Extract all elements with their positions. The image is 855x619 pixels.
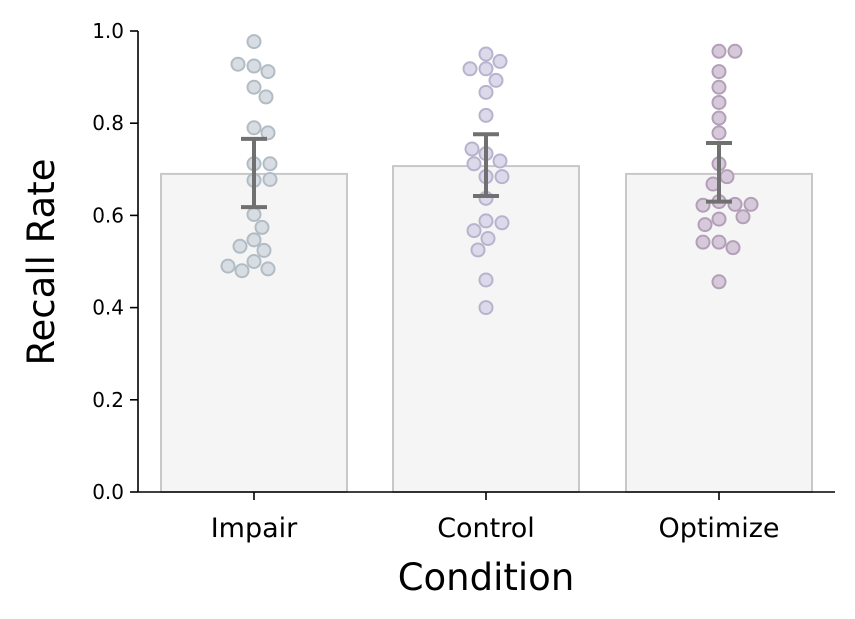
data-point-control-8 (492, 153, 508, 169)
data-point-control-5 (478, 84, 494, 100)
data-point-optimize-19 (695, 234, 711, 250)
data-point-impair-12 (246, 206, 262, 222)
data-point-impair-20 (220, 258, 236, 274)
data-point-optimize-4 (711, 94, 727, 110)
data-point-impair-5 (258, 89, 274, 105)
data-point-optimize-15 (735, 209, 751, 225)
data-point-control-18 (470, 242, 486, 258)
error-bars (241, 132, 732, 210)
error-bar-impair (241, 136, 267, 210)
data-point-optimize-2 (711, 64, 727, 80)
data-point-control-1 (492, 53, 508, 69)
data-point-optimize-0 (711, 43, 727, 59)
x-ticks: Impair Control Optimize (211, 492, 780, 544)
data-point-control-16 (466, 223, 482, 239)
y-tick-label: 0.2 (92, 388, 124, 412)
data-point-impair-2 (260, 64, 276, 80)
data-point-impair-4 (246, 79, 262, 95)
y-tick-label: 0.6 (92, 203, 124, 227)
data-point-impair-7 (260, 125, 276, 141)
data-point-control-0 (478, 46, 494, 62)
data-point-control-19 (478, 272, 494, 288)
data-point-optimize-17 (711, 234, 727, 250)
y-ticks: 0.0 0.2 0.4 0.6 0.8 1.0 (92, 19, 138, 504)
data-point-impair-19 (234, 263, 250, 279)
data-point-impair-17 (246, 254, 262, 269)
data-point-optimize-5 (711, 110, 727, 126)
data-point-impair-15 (256, 242, 272, 258)
x-tick-label-control: Control (437, 513, 535, 544)
data-point-impair-1 (246, 58, 262, 74)
data-point-impair-13 (254, 219, 270, 235)
data-point-impair-11 (262, 171, 278, 187)
data-point-control-3 (462, 61, 478, 77)
x-axis-title: Condition (398, 556, 575, 599)
data-point-optimize-1 (727, 43, 743, 59)
data-point-optimize-3 (711, 79, 727, 95)
data-point-control-2 (478, 61, 494, 77)
data-point-control-4 (488, 72, 504, 88)
y-axis-title: Recall Rate (20, 159, 63, 366)
data-point-control-6 (478, 107, 494, 123)
bar-impair (160, 172, 348, 493)
data-point-optimize-6 (711, 125, 727, 141)
data-point-control-9 (464, 141, 480, 157)
data-points (220, 34, 759, 316)
y-tick-label: 0.4 (92, 296, 124, 320)
data-point-impair-0 (246, 34, 262, 50)
y-tick-label: 0.0 (92, 480, 124, 504)
data-point-optimize-13 (743, 196, 759, 212)
data-point-optimize-18 (725, 240, 741, 256)
data-point-optimize-14 (711, 211, 727, 227)
data-point-control-17 (480, 230, 496, 246)
data-point-impair-18 (260, 261, 276, 277)
data-point-impair-14 (246, 232, 262, 248)
x-tick-label-impair: Impair (211, 513, 298, 544)
data-point-impair-3 (230, 56, 246, 72)
data-point-impair-16 (232, 238, 248, 254)
data-point-impair-6 (246, 120, 262, 136)
y-tick-label: 0.8 (92, 111, 124, 135)
data-point-control-12 (494, 169, 510, 185)
data-point-control-14 (478, 213, 494, 229)
x-tick-label-optimize: Optimize (658, 513, 779, 544)
data-point-control-15 (494, 215, 510, 231)
data-point-optimize-16 (697, 217, 713, 233)
data-point-optimize-8 (719, 169, 735, 185)
data-point-impair-9 (262, 156, 278, 172)
error-bar-optimize (706, 141, 732, 204)
data-point-optimize-20 (711, 274, 727, 290)
error-bar-control (473, 132, 499, 199)
data-point-control-10 (466, 156, 482, 172)
y-tick-label: 1.0 (92, 19, 124, 43)
data-point-control-20 (478, 300, 494, 316)
